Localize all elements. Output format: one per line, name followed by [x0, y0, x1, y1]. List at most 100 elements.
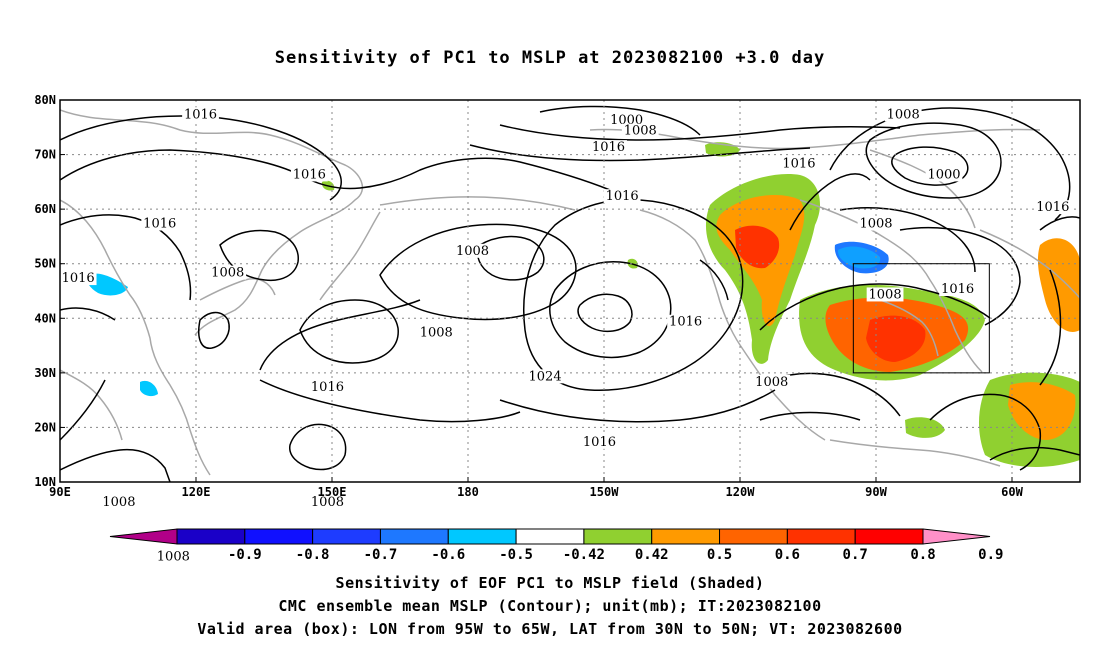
colorbar-low-triangle [109, 528, 178, 545]
colorbar-swatch [312, 528, 381, 545]
contour-label-bg [182, 107, 219, 122]
contour-label-bg [141, 216, 179, 231]
positive-region-west-coast-red [735, 225, 780, 269]
colorbar-label: 0.5 [707, 547, 732, 563]
longitude-ticks: 90E 120E 150E 180 150W 120W 90W 60W [49, 477, 1024, 499]
negative-region-asia [87, 273, 128, 296]
colorbar-swatch [447, 528, 517, 545]
contour-label-bg [209, 265, 247, 280]
contour-label-bg [581, 434, 618, 449]
contour-label: 1016 [583, 435, 616, 450]
colorbar-high-triangle [922, 528, 991, 545]
colorbar-label: 0.7 [843, 547, 868, 563]
positive-region-east-us-red [866, 315, 926, 362]
colorbar-label: -0.7 [364, 547, 398, 563]
contour-label-bg [621, 123, 659, 138]
contour-label-bg [884, 107, 922, 122]
contour-label-bg [290, 167, 328, 182]
colorbar-label: 0.42 [635, 547, 669, 563]
contour-label-bg [526, 369, 564, 384]
contour-label: 1008 [887, 107, 920, 122]
colorbar-label: -0.5 [499, 547, 533, 563]
lon-tick-label: 60W [1001, 485, 1023, 499]
negative-region-asia-2 [140, 380, 158, 397]
colorbar: -0.9 -0.8 -0.7 -0.6 -0.5 -0.42 0.42 0.5 0.6 0.7 0.… [109, 528, 1003, 563]
gridlines [60, 100, 1080, 482]
lon-tick-label: 120W [726, 485, 756, 499]
contour-label: 1016 [62, 271, 95, 286]
colorbar-label: -0.42 [563, 547, 605, 563]
contour-label-bg [590, 140, 627, 155]
contour-label: 1008 [456, 244, 489, 259]
contour-label: 1008 [420, 326, 453, 341]
lon-tick-label: 150W [590, 485, 620, 499]
positive-region-atlantic-n [1037, 238, 1080, 332]
contour-label-bg [1034, 200, 1072, 215]
contour-label: 1016 [782, 156, 815, 171]
contour-label-bg [59, 271, 97, 286]
map-title: Sensitivity of PC1 to MSLP at 2023082100… [274, 48, 826, 68]
caption-line-2: CMC ensemble mean MSLP (Contour); unit(m… [278, 597, 822, 615]
contour-label: 1008 [157, 549, 190, 564]
lat-tick-label: 40N [34, 311, 56, 325]
contour-label: 1008 [755, 375, 788, 390]
lat-tick-label: 70N [34, 148, 56, 162]
contour-label-bg [866, 287, 904, 302]
contour-label: 1008 [311, 495, 344, 510]
contour-label: 1008 [211, 266, 244, 281]
shaded-sensitivity [87, 142, 1080, 467]
contour-label: 1024 [529, 369, 562, 384]
contour-label-bg [603, 189, 641, 204]
contour-label-bg [417, 325, 455, 340]
negative-region-great-lakes-light [837, 246, 881, 269]
contour-label: 1016 [311, 380, 344, 395]
contour-label: 1008 [102, 495, 135, 510]
colorbar-label: -0.9 [228, 547, 262, 563]
lon-tick-label: 120E [182, 485, 211, 499]
positive-region-atlantic-s-orange [1008, 382, 1076, 440]
contour-label-bg [608, 112, 646, 127]
contour-label: 1008 [624, 124, 657, 139]
contour-label-bg [309, 380, 346, 395]
colorbar-label: 0.6 [775, 547, 800, 563]
lon-tick-label: 90W [865, 485, 887, 499]
colorbar-swatch [176, 528, 246, 545]
contour-label-bg [454, 243, 491, 258]
contour-label: 1008 [859, 217, 892, 232]
caption-line-1: Sensitivity of EOF PC1 to MSLP field (Sh… [335, 574, 765, 592]
colorbar-swatch [854, 528, 924, 545]
lat-tick-label: 10N [34, 475, 56, 489]
colorbar-label: -0.8 [296, 547, 330, 563]
colorbar-swatch [244, 528, 314, 545]
contour-label-bg [753, 374, 791, 389]
map-frame [59, 99, 1081, 483]
colorbar-swatch [719, 528, 788, 545]
colorbar-label: 0.8 [910, 547, 935, 563]
colorbar-swatch [786, 528, 856, 545]
colorbar-swatch [515, 528, 585, 545]
colorbar-label: -0.6 [431, 547, 465, 563]
contour-label: 1008 [869, 287, 902, 302]
contour-label: 1016 [1036, 200, 1069, 215]
colorbar-swatch [583, 528, 653, 545]
contour-label-bg [667, 314, 704, 329]
contour-label: 1016 [143, 217, 176, 232]
lat-tick-label: 20N [34, 420, 56, 434]
contour-label: 1016 [184, 107, 217, 122]
lat-tick-label: 80N [34, 93, 56, 107]
colorbar-label: 0.9 [978, 547, 1003, 563]
coastlines [60, 109, 1080, 476]
contour-label: 1016 [941, 282, 974, 297]
contour-label: 1016 [669, 315, 702, 330]
contour-label-bg [780, 156, 818, 171]
contour-label: 1000 [927, 167, 960, 182]
contour-label: 1016 [606, 189, 639, 204]
lon-tick-label: 90E [49, 485, 71, 499]
contour-label-bg [939, 282, 976, 296]
latitude-ticks: 10N 20N 30N 40N 50N 60N 70N 80N [34, 93, 65, 489]
colorbar-swatch [379, 528, 449, 545]
contour-label-bg [925, 167, 963, 182]
lat-tick-label: 50N [34, 257, 56, 271]
caption-line-3: Valid area (box): LON from 95W to 65W, L… [197, 620, 903, 638]
